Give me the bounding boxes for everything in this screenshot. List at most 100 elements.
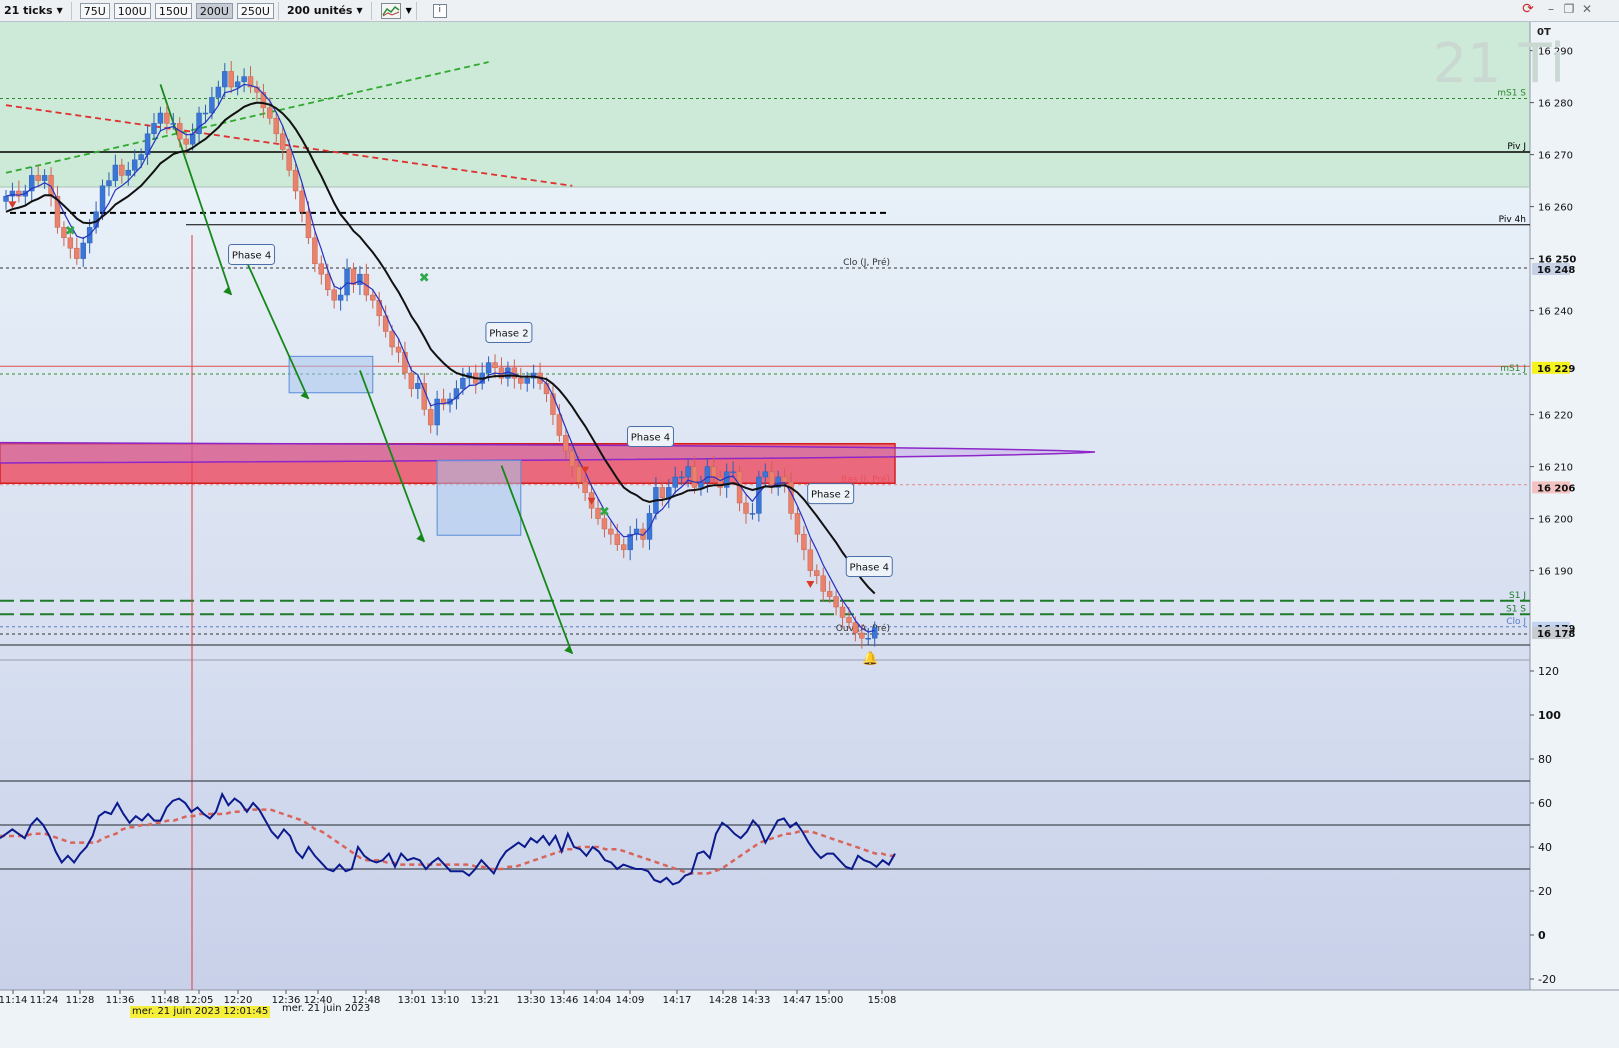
phase-annotation-box — [807, 483, 855, 505]
candle-body — [395, 346, 402, 353]
candle-body — [382, 315, 389, 332]
candle-body — [524, 377, 530, 384]
price-tag — [1532, 263, 1570, 275]
candle-body — [666, 487, 672, 499]
unit-button-200u[interactable]: 200U — [195, 2, 233, 19]
candle-body — [704, 466, 711, 483]
restore-icon[interactable]: ❐ — [1563, 2, 1575, 16]
candle-body — [743, 502, 749, 514]
candle-body — [286, 149, 292, 171]
oscillator-tick-label: 120 — [1538, 665, 1559, 678]
candle-body — [16, 190, 22, 197]
consolidation-box — [436, 459, 522, 536]
candle-body — [575, 466, 582, 483]
candle-body — [453, 388, 460, 400]
price-tick-label: 16 190 — [1538, 567, 1573, 578]
candle-body — [234, 81, 241, 88]
timeframe-dropdown[interactable]: 21 ticks ▼ — [0, 1, 67, 21]
indicator-dropdown-chevron-icon[interactable]: ▼ — [405, 6, 412, 15]
crosshair-time-badge: mer. 21 juin 2023 12:01:45 — [130, 1006, 271, 1018]
chart-toolbar: 21 ticks ▼ 75U 100U 150U 200U 250U 200 u… — [0, 0, 1619, 22]
candle-body — [402, 351, 408, 374]
candle-body — [241, 76, 247, 83]
price-tick-label: 16 240 — [1538, 307, 1573, 318]
candle-body — [518, 377, 524, 384]
candle-body — [35, 175, 41, 181]
phase-annotation-label: Phase 4 — [850, 562, 889, 573]
candle-body — [112, 164, 119, 181]
candle-body — [370, 294, 376, 301]
phase-annotation-box — [228, 243, 276, 265]
candle-body — [801, 533, 807, 551]
time-tick-label: 14:47 — [783, 995, 812, 1006]
time-tick-label: 15:08 — [868, 995, 897, 1006]
candle-body — [305, 211, 312, 239]
candle-body — [569, 450, 575, 467]
candle-body — [550, 393, 556, 415]
buy-signal-icon: ✖ — [599, 505, 610, 520]
minimize-icon[interactable]: – — [1548, 2, 1554, 16]
candle-body — [614, 533, 621, 545]
price-tick-label: 16 260 — [1538, 203, 1573, 214]
oscillator-tick-label: 40 — [1538, 841, 1552, 854]
candle-body — [106, 180, 112, 187]
corner-tag-bg — [1532, 24, 1556, 38]
unit-button-100u[interactable]: 100U — [113, 2, 151, 19]
chart-watermark: 21 Ti — [1433, 32, 1565, 95]
trend-arrowhead — [416, 534, 425, 542]
trendline — [359, 370, 426, 543]
trendline — [5, 61, 489, 174]
candle-body — [125, 169, 131, 176]
info-icon[interactable]: i — [432, 3, 447, 18]
candle-body — [833, 596, 839, 608]
close-icon[interactable]: ✕ — [1581, 2, 1593, 16]
candle-body — [279, 133, 286, 150]
unit-button-250u[interactable]: 250U — [236, 2, 274, 19]
level-label: mS1 S — [1497, 88, 1526, 98]
unit-button-75u[interactable]: 75U — [79, 2, 110, 19]
unit-button-150u[interactable]: 150U — [154, 2, 192, 19]
phase-annotation-label: Phase 2 — [811, 490, 850, 501]
corner-tag: 0T — [1537, 27, 1551, 38]
price-tag-label: 16 206 — [1537, 483, 1575, 494]
indicator-chart-icon[interactable] — [380, 2, 402, 20]
candle-body — [672, 476, 678, 488]
sell-arrow-icon — [8, 201, 17, 209]
time-tick-label: 11:14 — [0, 995, 27, 1006]
phase-annotation-box — [485, 321, 533, 343]
level-label: S1 S — [1506, 604, 1526, 614]
candle-body — [74, 247, 80, 259]
phase-annotation: Phase 4 — [228, 243, 276, 265]
candle-body — [685, 466, 691, 478]
candle-body — [859, 632, 865, 639]
candle-body — [775, 476, 781, 488]
units-dropdown[interactable]: 200 unités ▼ — [283, 1, 367, 21]
time-tick-label: 14:17 — [663, 995, 692, 1006]
refresh-icon[interactable]: ⟳ — [1522, 1, 1534, 17]
trendline — [243, 255, 310, 400]
time-tick-label: 11:48 — [151, 995, 180, 1006]
level-label: mS1 J — [1500, 364, 1526, 374]
price-tick-label: 16 250 — [1538, 255, 1576, 266]
level-label: Piv 4h — [1499, 215, 1526, 225]
candle-body — [846, 617, 852, 623]
candle-body — [762, 471, 769, 478]
candle-body — [820, 575, 826, 592]
price-tag-label: 16 229 — [1537, 364, 1575, 375]
price-tick-label: 16 210 — [1538, 463, 1573, 474]
price-tag — [1532, 627, 1570, 639]
time-tick-label: 12:36 — [272, 995, 301, 1006]
price-tag-label: 16 178 — [1537, 629, 1575, 640]
candle-body — [337, 294, 344, 301]
time-tick-label: 13:21 — [471, 995, 500, 1006]
price-tick-label: 16 290 — [1538, 47, 1573, 58]
candle-body — [621, 544, 627, 551]
candle-body — [556, 414, 563, 436]
candle-body — [485, 362, 492, 374]
candle-body — [563, 435, 569, 452]
phase-annotation-box — [626, 425, 674, 447]
candle-body — [267, 107, 273, 119]
time-tick-label: 11:28 — [66, 995, 95, 1006]
units-label: 200 unités — [286, 4, 353, 17]
